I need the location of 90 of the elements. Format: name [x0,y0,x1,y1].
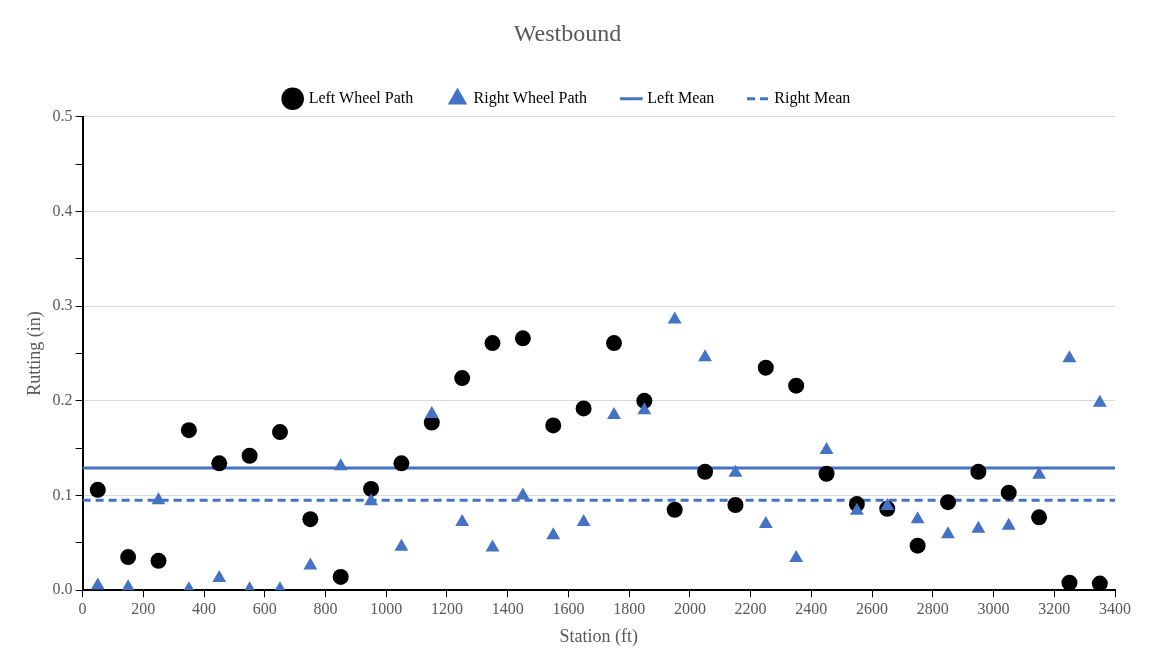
point [150,552,167,569]
legend-label: Left Wheel Path [308,89,414,106]
point [363,480,380,497]
x-tick-label: 1200 [430,600,463,617]
point [575,400,592,417]
legend-label: Right Mean [774,89,851,107]
point [514,330,531,347]
point [637,402,652,415]
y-tick-label: 0.5 [52,107,73,124]
point [332,568,349,585]
point [394,538,409,551]
point [1092,394,1107,407]
point [941,526,955,539]
point [485,539,500,552]
point [607,407,621,420]
point [241,447,258,464]
point [333,458,348,471]
point [605,335,622,352]
point [697,463,714,480]
point [455,514,470,527]
point [758,515,773,528]
x-tick-label: 400 [192,600,217,617]
point [1031,509,1048,526]
point [727,496,744,513]
point [757,359,774,376]
x-tick-label: 2200 [734,600,767,617]
y-tick-label: 0.3 [52,296,73,314]
point [970,463,987,480]
x-tick-label: 2800 [916,600,949,617]
point [1001,517,1016,530]
x-tick-label: 800 [313,600,338,617]
x-axis-title: Station (ft) [559,625,639,647]
point [666,501,683,518]
point [90,577,105,590]
legend-label: Right Wheel Path [473,89,587,107]
x-tick-label: 1600 [552,600,585,617]
point [364,493,378,506]
x-tick-label: 0 [78,600,87,617]
point [939,494,956,511]
point [212,569,227,582]
point [698,349,713,362]
y-tick-label: 0.0 [52,580,73,598]
x-tick-label: 3200 [1038,600,1071,617]
point [424,406,439,419]
y-tick-label: 0.1 [52,485,73,503]
point [667,311,682,324]
point [909,537,926,554]
point [849,502,864,515]
y-tick-label: 0.4 [52,201,73,219]
x-tick-label: 1000 [370,600,403,617]
x-tick-label: 3400 [1099,600,1131,617]
x-tick-label: 3000 [977,600,1010,617]
point [484,335,501,352]
x-tick-label: 2600 [856,600,889,617]
point [545,417,562,434]
point [880,497,895,510]
point [728,464,743,477]
point [89,481,106,498]
point [788,377,805,394]
x-tick-label: 2000 [673,600,706,617]
point [546,527,561,540]
point [515,487,530,500]
y-tick-label: 0.2 [52,391,73,409]
point [302,511,319,528]
point [151,492,166,505]
x-tick-label: 2400 [795,600,828,617]
x-tick-label: 1800 [613,600,646,617]
x-tick-label: 200 [131,600,156,617]
point [1000,484,1017,501]
point [1061,574,1078,591]
point [789,550,804,563]
point [180,422,197,439]
x-tick-label: 1400 [491,600,524,617]
point [271,424,288,441]
point [303,557,318,570]
point [1091,575,1108,591]
point [211,455,228,472]
point [819,442,834,455]
point [910,511,925,524]
legend-label: Left Mean [647,89,715,106]
point [576,514,591,527]
point [454,370,471,387]
point [1062,350,1077,363]
point [818,465,835,482]
point [120,549,137,566]
x-tick-label: 600 [252,600,277,617]
y-axis-title: Rutting (in) [23,311,45,396]
chart-title: Westbound [513,19,622,46]
point [393,455,410,472]
point [971,520,986,533]
